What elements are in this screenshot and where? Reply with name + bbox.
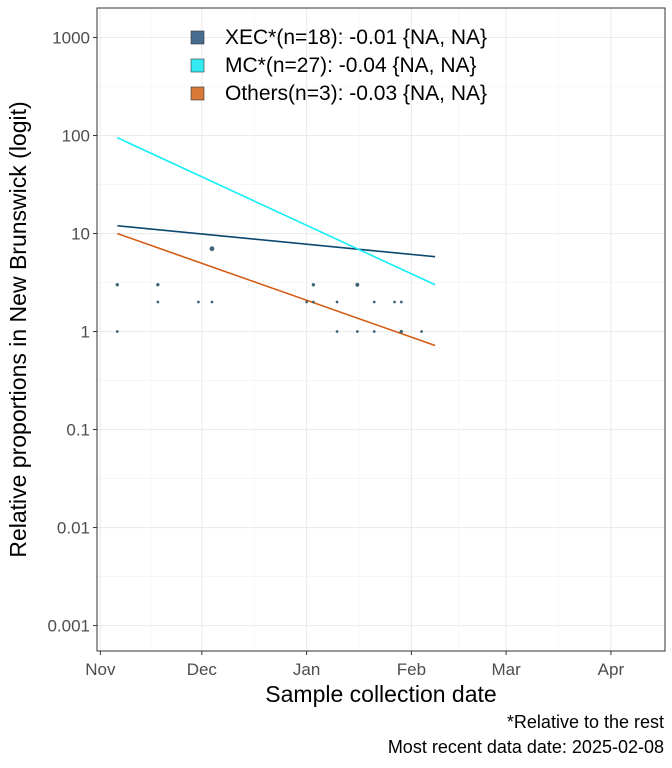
data-point (372, 300, 376, 304)
x-axis-title: Sample collection date (265, 681, 496, 707)
data-point (197, 300, 200, 304)
data-point (335, 330, 339, 333)
y-tick-label: 1 (81, 323, 90, 342)
data-point (355, 330, 359, 333)
data-point (115, 330, 119, 333)
fit-line-2 (117, 232, 436, 347)
legend-label-1: MC*(n=27): -0.04 {NA, NA} (225, 54, 477, 77)
caption-relative-note: *Relative to the rest (506, 712, 664, 732)
x-axis: Nov Dec Jan Feb Mar Apr (85, 651, 624, 679)
data-points (115, 246, 423, 334)
x-tick-label: Jan (293, 660, 320, 679)
legend-key-1 (190, 58, 205, 73)
y-tick-label: 0.01 (57, 519, 90, 538)
data-point (156, 300, 160, 304)
data-point (115, 283, 119, 287)
y-tick-label: 10 (71, 225, 90, 244)
data-point (335, 300, 339, 304)
panel-border (96, 7, 666, 652)
data-point (305, 300, 309, 304)
data-point (156, 283, 160, 287)
legend-key-0 (190, 30, 205, 45)
y-tick-label: 1000 (52, 29, 90, 48)
fit-lines (116, 136, 436, 347)
data-point (355, 282, 360, 287)
y-tick-label: 0.1 (66, 421, 90, 440)
fit-line-1 (116, 136, 436, 286)
y-tick-label: 100 (62, 127, 90, 146)
y-tick-label: 0.001 (47, 617, 90, 636)
x-tick-label: Mar (491, 660, 521, 679)
data-point (311, 283, 316, 287)
data-point (399, 329, 403, 334)
legend-label-2: Others(n=3): -0.03 {NA, NA} (225, 82, 487, 105)
x-tick-label: Feb (397, 660, 426, 679)
legend-label-0: XEC*(n=18): -0.01 {NA, NA} (225, 26, 487, 49)
data-point (311, 300, 315, 304)
y-axis-title: Relative proportions in New Brunswick (l… (5, 101, 31, 557)
x-tick-label: Apr (598, 660, 625, 679)
data-point (209, 246, 215, 252)
x-tick-label: Dec (187, 660, 218, 679)
data-point (210, 300, 214, 304)
data-point (372, 330, 376, 333)
legend-key-2 (190, 86, 205, 101)
data-point (399, 300, 403, 304)
data-point (420, 330, 423, 333)
legend: XEC*(n=18): -0.01 {NA, NA} MC*(n=27): -0.… (190, 26, 487, 105)
caption-data-date: Most recent data date: 2025-02-08 (387, 737, 664, 757)
y-axis: 0.001 0.01 0.1 1 10 100 1000 (47, 29, 97, 636)
x-tick-label: Nov (85, 660, 116, 679)
fit-line-0 (117, 224, 436, 258)
data-point (393, 300, 396, 304)
grid-minor (97, 8, 665, 651)
panel-background (97, 8, 665, 651)
